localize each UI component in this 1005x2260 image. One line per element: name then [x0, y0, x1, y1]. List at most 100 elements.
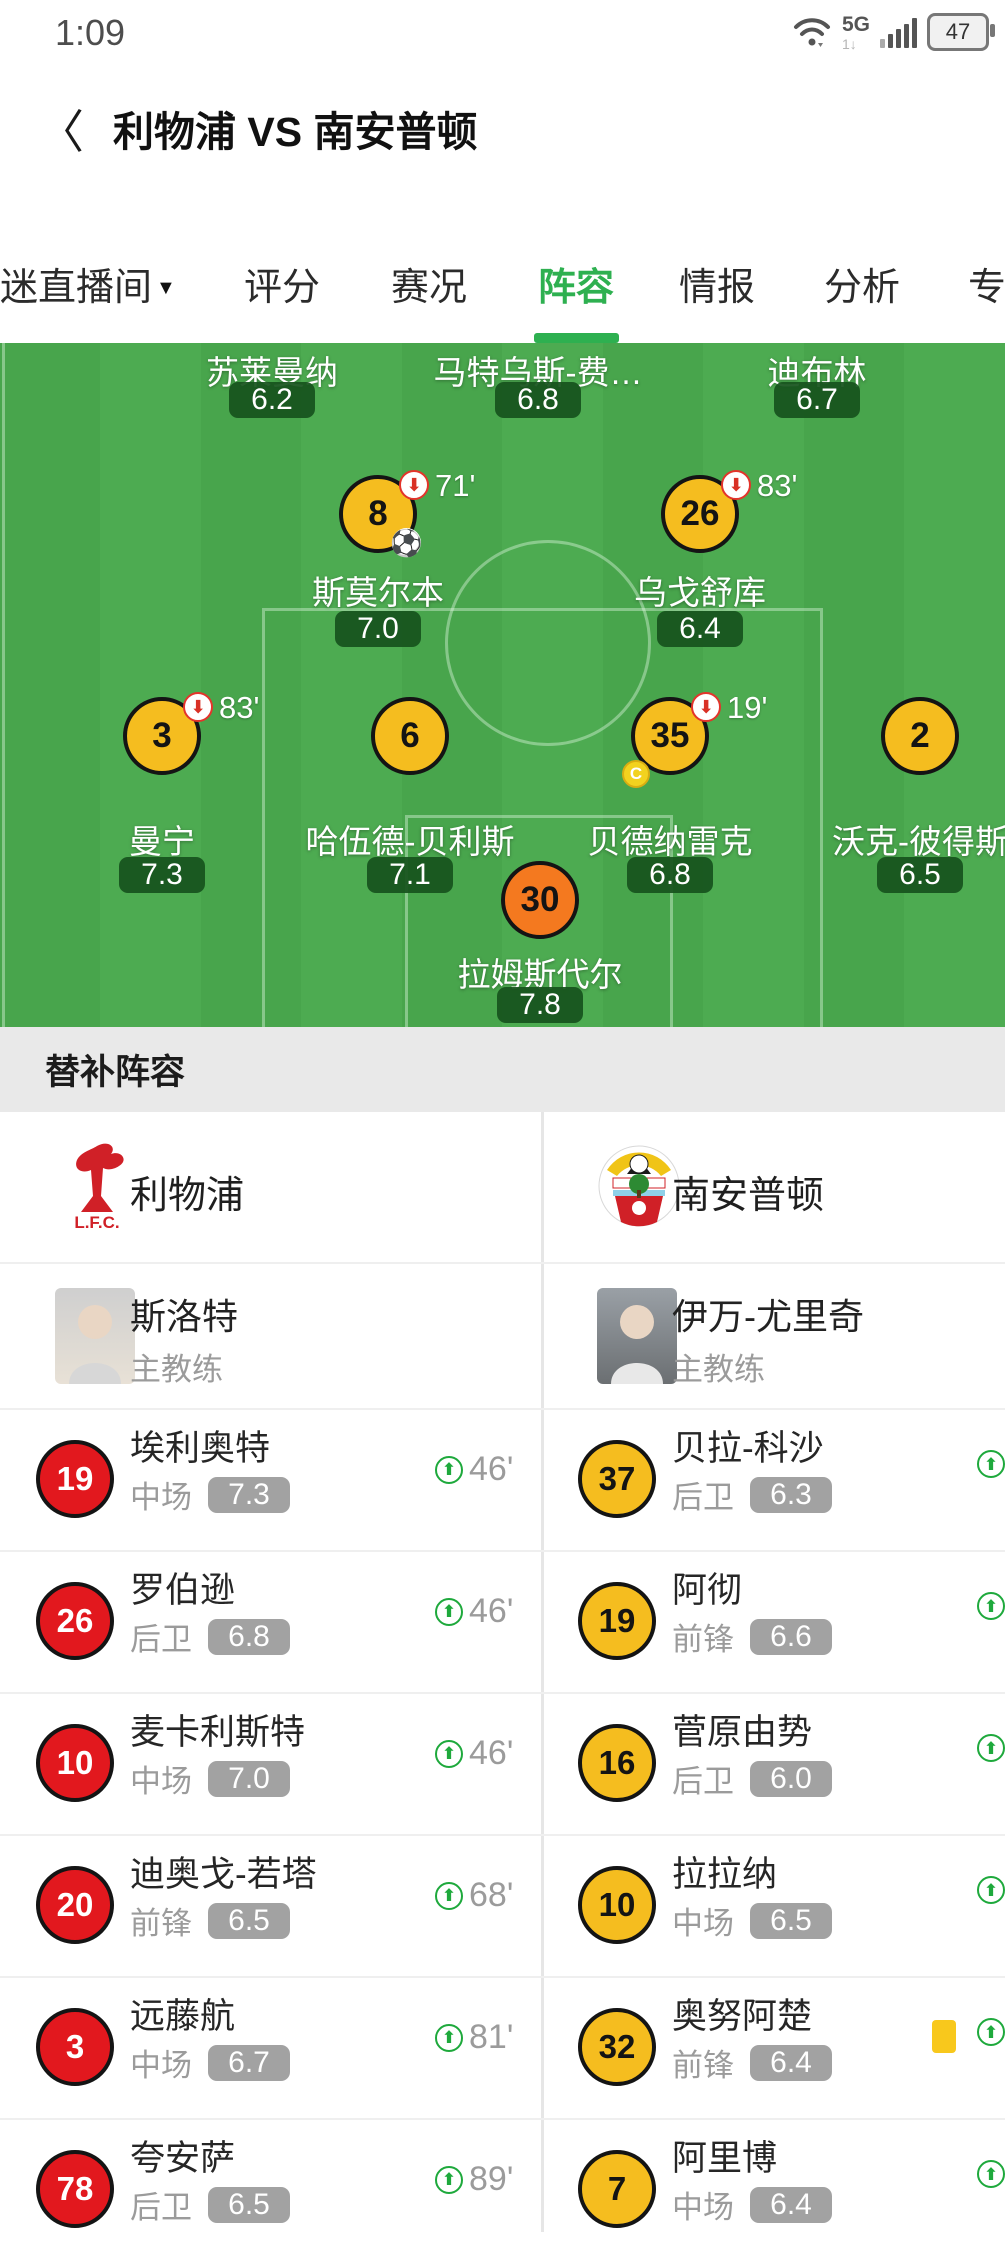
- sub-rating-badge: 6.5: [750, 1902, 832, 1939]
- player-name: 乌戈舒库: [634, 574, 766, 611]
- sub-name: 贝拉-科沙: [672, 1429, 824, 1468]
- sub-position: 中场: [130, 2048, 192, 2083]
- row-divider: [0, 1692, 1005, 1694]
- sub-name: 麦卡利斯特: [130, 1713, 306, 1752]
- sub-rating-badge: 7.3: [208, 1476, 290, 1513]
- sub-rating-badge: 6.7: [208, 2044, 290, 2081]
- player-name: 沃克-彼得斯: [832, 823, 1005, 860]
- sub-row-away-奥努阿楚[interactable]: 32 奥努阿楚 前锋 6.4 ⬆: [542, 1976, 1005, 2118]
- sub-row-home-夸安萨[interactable]: 78 夸安萨 后卫 6.5 ⬆ 89': [0, 2118, 513, 2260]
- captain-badge: C: [622, 760, 650, 788]
- back-button[interactable]: 〈: [38, 106, 84, 158]
- player-number-circle: 6: [371, 697, 449, 775]
- clock: 1:09: [55, 12, 126, 53]
- sub-row-away-阿彻[interactable]: 19 阿彻 前锋 6.6 ⬆: [542, 1550, 1005, 1692]
- sub-number-circle: 16: [578, 1724, 656, 1802]
- tab-阵容[interactable]: 阵容: [538, 267, 615, 309]
- tab-分析[interactable]: 分析: [824, 267, 901, 309]
- sub-number-circle: 10: [578, 1866, 656, 1944]
- sub-number-circle: 20: [36, 1866, 114, 1944]
- sub-out-minute: 71': [435, 468, 476, 503]
- row-divider: [0, 1550, 1005, 1552]
- sub-number-circle: 26: [36, 1582, 114, 1660]
- sub-rating-badge: 6.4: [750, 2044, 832, 2081]
- sub-position: 后卫: [672, 1480, 734, 1515]
- sub-number-circle: 19: [578, 1582, 656, 1660]
- coach-photo-away: [597, 1288, 677, 1384]
- sub-position: 中场: [672, 2190, 734, 2225]
- sub-row-away-阿里博[interactable]: 7 阿里博 中场 6.4 ⬆: [542, 2118, 1005, 2260]
- sub-position: 前锋: [672, 2048, 734, 2083]
- player-rating: 6.5: [877, 857, 963, 893]
- tab-评分[interactable]: 评分: [244, 267, 321, 309]
- svg-text:L.F.C.: L.F.C.: [74, 1213, 119, 1232]
- sub-in-indicator: ⬆: [977, 1734, 1005, 1762]
- sub-row-away-菅原由势[interactable]: 16 菅原由势后卫 6.0 ⬆: [542, 1692, 1005, 1834]
- sub-name: 拉拉纳: [672, 1855, 778, 1894]
- page-title: 利物浦 VS 南安普顿: [113, 109, 478, 155]
- tab-迷直播间[interactable]: 迷直播间 ▼: [0, 267, 176, 309]
- player-number-circle: 26: [661, 475, 739, 553]
- center-circle-line: [445, 540, 651, 746]
- sub-in-icon: ⬆: [977, 2018, 1005, 2046]
- yellow-card-icon: [932, 2020, 956, 2053]
- sub-row-home-远藤航[interactable]: 3 远藤航 中场 6.7 ⬆ 81': [0, 1976, 513, 2118]
- sub-row-away-拉拉纳[interactable]: 10 拉拉纳 中场 6.5 ⬆: [542, 1834, 1005, 1976]
- sub-in-minute: 46': [469, 1734, 514, 1772]
- sub-details: 前锋 6.6: [672, 1614, 832, 1659]
- sub-row-home-埃利奥特[interactable]: 19 埃利奥特 中场 7.3 ⬆ 46': [0, 1408, 513, 1550]
- team-name-home: 利物浦: [130, 1175, 245, 1217]
- sub-row-home-罗伯逊[interactable]: 26 罗伯逊 后卫 6.8 ⬆ 46': [0, 1550, 513, 1692]
- player-rating: 6.8: [495, 382, 581, 418]
- sub-in-icon: ⬆: [435, 2023, 463, 2052]
- sub-row-home-迪奥戈-若塔[interactable]: 20 迪奥戈-若塔 前锋 6.5 ⬆ 68': [0, 1834, 513, 1976]
- sub-number-circle: 37: [578, 1440, 656, 1518]
- sub-name: 菅原由势: [672, 1713, 813, 1752]
- player-number-circle: 2: [881, 697, 959, 775]
- player-rating: 6.7: [774, 382, 860, 418]
- tab-专[interactable]: 专: [968, 267, 1005, 309]
- sub-rating-badge: 6.4: [750, 2186, 832, 2223]
- column-divider: [541, 1112, 544, 2232]
- sub-in-icon: ⬆: [977, 1592, 1005, 1620]
- sub-rating-badge: 6.5: [208, 1902, 290, 1939]
- sub-details: 后卫 6.0: [672, 1756, 832, 1801]
- sub-in-indicator: ⬆ 46': [435, 1450, 513, 1489]
- sub-in-icon: ⬆: [435, 1881, 463, 1910]
- sub-details: 前锋 6.4: [672, 2040, 832, 2085]
- goal-box-line: [405, 815, 673, 1027]
- coach-photo-home: [55, 1288, 135, 1384]
- sub-name: 罗伯逊: [130, 1571, 236, 1610]
- player-number-circle: 3: [123, 697, 201, 775]
- player-rating: 6.4: [657, 611, 743, 647]
- touchline: [2, 343, 5, 1027]
- sub-row-home-麦卡利斯特[interactable]: 10 麦卡利斯特 中场 7.0 ⬆ 46': [0, 1692, 513, 1834]
- sub-position: 中场: [130, 1764, 192, 1799]
- wifi-icon: [793, 18, 830, 47]
- network-indicator: 5G 1↓: [841, 12, 870, 52]
- tab-情报[interactable]: 情报: [679, 267, 756, 309]
- team-crest-home: L.F.C.: [55, 1140, 139, 1232]
- player-name: 曼宁: [129, 823, 195, 860]
- substitutes-panel: L.F.C. 利物浦 南安普顿 斯洛特 主教练 伊万-尤里奇 主教练 19 埃利奥特 中场 7.3 ⬆…: [0, 1112, 1005, 2232]
- sub-number-circle: 3: [36, 2008, 114, 2086]
- row-divider: [0, 1834, 1005, 1836]
- sub-position: 后卫: [672, 1764, 734, 1799]
- sub-details: 前锋 6.5: [130, 1898, 290, 1943]
- player-name: 拉姆斯代尔: [457, 956, 623, 993]
- sub-rating-badge: 6.6: [750, 1618, 832, 1655]
- lineup-pitch: 苏莱曼纳 6.2 马特乌斯-费… 6.8 迪布林 6.7 8 ⬇ 71' ⚽ 斯莫尔本 7.0 26 ⬇ 8…: [0, 343, 1005, 1027]
- sub-in-indicator: ⬆ 68': [435, 1876, 513, 1915]
- team-header-home[interactable]: L.F.C. 利物浦: [0, 1112, 500, 1262]
- sub-position: 中场: [672, 1906, 734, 1941]
- active-tab-underline: [534, 333, 619, 343]
- sub-out-icon: ⬇: [691, 692, 721, 722]
- coach-name-away: 伊万-尤里奇: [672, 1296, 864, 1337]
- sub-in-minute: 68': [469, 1876, 514, 1914]
- sub-row-away-贝拉-科沙[interactable]: 37 贝拉-科沙 后卫 6.3 ⬆: [542, 1408, 1005, 1550]
- tab-赛况[interactable]: 赛况: [391, 267, 468, 309]
- player-name: 贝德纳雷克: [587, 823, 753, 860]
- sub-position: 前锋: [130, 1906, 192, 1941]
- team-crest-away: [597, 1140, 681, 1232]
- team-header-away[interactable]: 南安普顿: [542, 1112, 1005, 1262]
